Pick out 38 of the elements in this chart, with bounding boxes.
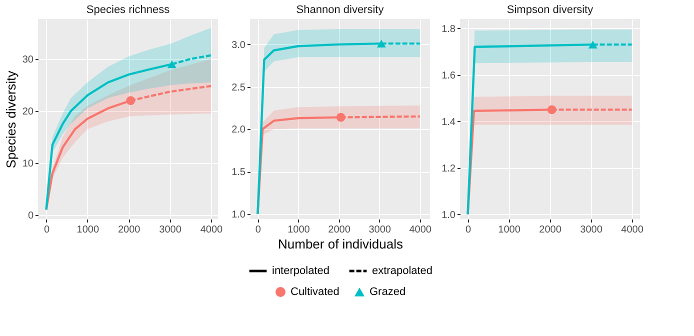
x-tick-label: 4000: [200, 224, 224, 236]
x-tick-label: 0: [466, 224, 472, 236]
y-tick-label: 2.0: [232, 124, 246, 136]
x-tick-label: 2000: [118, 224, 141, 236]
x-tick-label: 0: [255, 224, 262, 236]
y-tick-label: 1.2: [442, 163, 456, 174]
x-tick-label: 1000: [498, 224, 521, 236]
text: extrapolated: [372, 265, 433, 277]
y-tick-label: 1.8: [442, 24, 456, 35]
x-tick-label: 4000: [409, 224, 432, 236]
y-tick-label: 1.4: [442, 116, 456, 128]
x-tick-label: 2000: [539, 224, 562, 236]
y-tick-label: 1.6: [442, 70, 456, 82]
text: interpolated: [272, 265, 330, 277]
x-tick-label: 3000: [580, 224, 603, 236]
legend-label: Cultivated: [290, 286, 340, 298]
chart-title: Simpson diversity: [506, 4, 594, 16]
y-tick-label: 1.5: [232, 167, 246, 178]
y-tick-label: 10: [22, 158, 34, 170]
legend-label: Grazed: [370, 286, 406, 298]
x-tick-label: 3000: [368, 224, 392, 236]
x-tick-label: 4000: [621, 224, 644, 236]
x-tick-label: 0: [44, 224, 50, 236]
y-tick-label: 0: [28, 210, 34, 222]
y-tick-label: 30: [22, 54, 34, 66]
x-tick-label: 3000: [159, 224, 182, 236]
y-tick-label: 1.0: [442, 210, 456, 221]
x-tick-label: 1000: [288, 224, 310, 236]
y-tick-label: 3.0: [232, 40, 246, 51]
chart-title: Species richness: [86, 4, 170, 16]
x-tick-label: 1000: [76, 224, 100, 236]
y-tick-label: 2.5: [232, 82, 246, 94]
y-tick-label: 20: [22, 106, 34, 118]
chart-title: Shannon diversity: [296, 4, 384, 16]
x-axis-title: Number of individuals: [278, 236, 404, 252]
x-tick-label: 2000: [328, 224, 351, 236]
y-axis-title: Species diversity: [3, 70, 18, 168]
y-tick-label: 1.0: [232, 209, 246, 220]
